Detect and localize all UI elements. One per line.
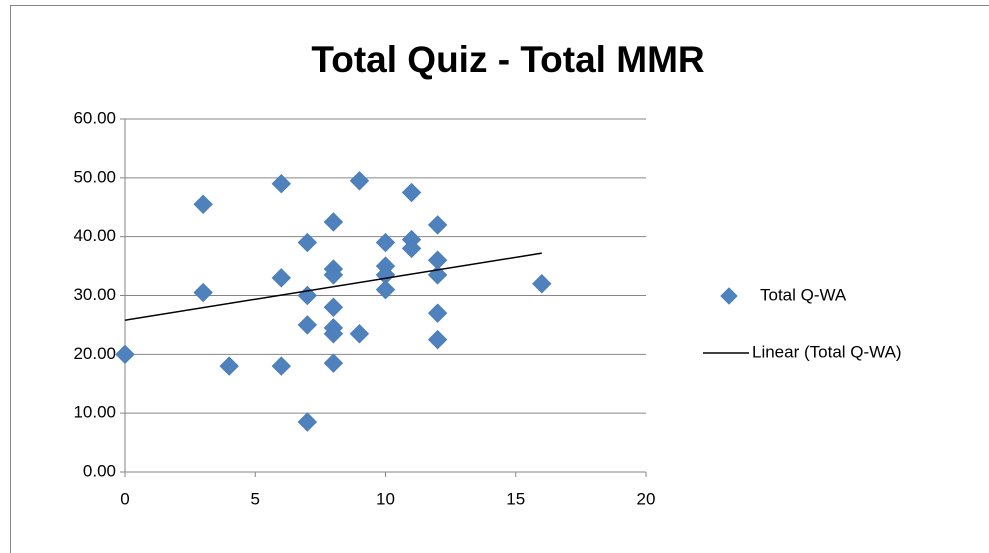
scatter-point bbox=[349, 171, 370, 191]
scatter-point bbox=[323, 265, 344, 285]
scatter-point bbox=[115, 344, 135, 365]
scatter-point bbox=[219, 356, 239, 376]
scatter-point bbox=[271, 356, 292, 376]
scatter-point bbox=[532, 274, 552, 294]
y-tick-label: 40.00 bbox=[73, 226, 116, 245]
scatter-point bbox=[427, 303, 448, 323]
scatter-point bbox=[193, 282, 213, 303]
chart-title: Total Quiz - Total MMR bbox=[311, 39, 704, 80]
scatter-point bbox=[427, 329, 448, 350]
scatter-point bbox=[297, 232, 318, 253]
scatter-point bbox=[427, 215, 448, 235]
scatter-point bbox=[323, 324, 344, 344]
x-tick-label: 10 bbox=[376, 489, 395, 508]
x-tick-label: 20 bbox=[637, 489, 656, 508]
legend-marker bbox=[720, 287, 738, 305]
scatter-point bbox=[375, 279, 396, 300]
scatter-point bbox=[271, 268, 292, 288]
y-tick-label: 50.00 bbox=[73, 167, 116, 186]
scatter-point bbox=[349, 324, 370, 344]
scatter-point bbox=[401, 182, 422, 203]
scatter-point bbox=[375, 232, 396, 253]
y-tick-label: 10.00 bbox=[73, 403, 116, 422]
scatter-point bbox=[297, 315, 318, 335]
chart-border bbox=[10, 5, 989, 553]
y-tick-label: 60.00 bbox=[73, 108, 116, 127]
scatter-point bbox=[193, 194, 213, 215]
x-tick-label: 15 bbox=[506, 489, 525, 508]
x-tick-label: 0 bbox=[120, 489, 129, 508]
scatter-point bbox=[323, 212, 344, 232]
scatter-point bbox=[427, 265, 448, 285]
trendline bbox=[124, 252, 542, 321]
x-tick-label: 5 bbox=[251, 489, 260, 508]
legend-label: Total Q-WA bbox=[760, 285, 847, 304]
scatter-point bbox=[401, 238, 422, 259]
y-tick-label: 0.00 bbox=[83, 461, 116, 480]
legend-label: Linear (Total Q-WA) bbox=[752, 342, 902, 361]
scatter-point bbox=[271, 174, 292, 194]
scatter-point bbox=[297, 412, 318, 432]
scatter-point bbox=[323, 297, 344, 317]
y-tick-label: 30.00 bbox=[73, 285, 116, 304]
y-tick-label: 20.00 bbox=[73, 344, 116, 363]
scatter-point bbox=[323, 353, 344, 373]
